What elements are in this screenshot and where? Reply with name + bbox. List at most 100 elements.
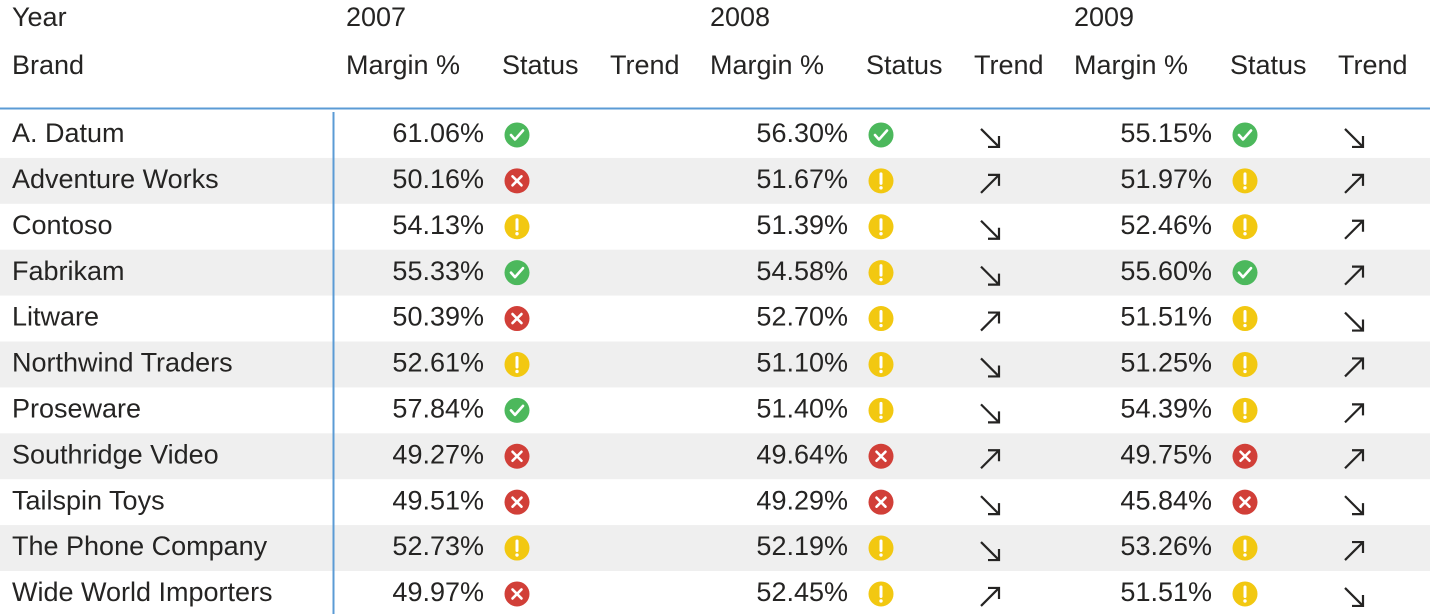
status-icon	[504, 351, 530, 377]
trend-arrow	[980, 219, 1001, 240]
margin-value: 55.60%	[1120, 256, 1212, 286]
status-icon	[868, 260, 894, 286]
status-icon	[1232, 306, 1258, 332]
margin-value: 52.46%	[1120, 210, 1212, 240]
margin-value: 51.51%	[1120, 577, 1212, 607]
row-band	[0, 341, 1430, 388]
arrow-head	[1352, 403, 1365, 416]
trend-arrow	[1344, 265, 1365, 286]
arrow-shaft	[1344, 357, 1364, 378]
trend-arrow	[1344, 449, 1365, 470]
margin-value: 51.25%	[1120, 348, 1212, 378]
row-band	[0, 157, 1430, 204]
trend-arrow	[980, 403, 1001, 424]
trend-arrow	[1344, 173, 1365, 194]
arrow-shaft	[1344, 219, 1364, 240]
arrow-shaft	[1344, 265, 1364, 286]
arrow-head	[988, 273, 1001, 286]
arrow-head	[988, 365, 1001, 378]
cross-mark	[875, 450, 887, 463]
year-header: 2007	[346, 2, 406, 32]
exclamation-dot	[879, 232, 883, 236]
status-icon	[1232, 168, 1258, 194]
check-mark	[509, 129, 525, 141]
brand-name: Northwind Traders	[12, 348, 233, 378]
status-icon	[1232, 260, 1258, 286]
column-header: Margin %	[710, 50, 824, 80]
arrow-head	[988, 311, 1001, 324]
brand-name: Litware	[12, 302, 99, 332]
arrow-head	[1352, 540, 1365, 554]
cross-mark	[875, 496, 887, 508]
arrow-shaft	[1344, 495, 1364, 515]
margin-value: 54.39%	[1120, 393, 1212, 423]
brand-name: Adventure Works	[12, 164, 219, 194]
arrow-head	[1352, 135, 1365, 149]
arrow-head	[988, 411, 1001, 424]
arrow-shaft	[1344, 174, 1364, 194]
status-icon	[1232, 214, 1258, 240]
column-header: Trend	[1338, 50, 1408, 80]
status-icon	[1232, 443, 1258, 469]
status-circle	[504, 260, 530, 286]
status-icon	[504, 122, 530, 148]
status-icon	[504, 260, 530, 286]
status-icon	[868, 306, 894, 332]
margin-value: 52.73%	[392, 531, 484, 561]
margin-value: 54.58%	[756, 256, 848, 286]
arrow-shaft	[980, 403, 1000, 424]
status-circle	[504, 397, 530, 423]
arrow-shaft	[980, 357, 1000, 378]
brand-name: A. Datum	[12, 118, 125, 148]
trend-arrow	[1344, 403, 1365, 424]
margin-value: 51.39%	[756, 210, 848, 240]
status-icon	[868, 443, 894, 469]
status-circle	[1232, 260, 1258, 286]
exclamation-dot	[515, 369, 519, 374]
margin-value: 49.51%	[392, 485, 484, 515]
trend-arrow	[1344, 540, 1365, 561]
cross-mark	[511, 175, 523, 187]
trend-arrow	[980, 541, 1001, 562]
arrow-head	[1352, 357, 1365, 370]
arrow-head	[1352, 594, 1365, 608]
status-icon	[504, 443, 530, 469]
exclamation-dot	[1243, 369, 1247, 374]
cross-mark	[1239, 450, 1251, 463]
margin-value: 50.39%	[392, 302, 484, 332]
margin-value: 49.75%	[1120, 439, 1212, 469]
exclamation-dot	[879, 599, 883, 603]
arrow-head	[1352, 173, 1365, 186]
status-icon	[868, 397, 894, 423]
status-icon	[504, 535, 530, 561]
status-icon	[504, 397, 530, 423]
exclamation-dot	[1243, 232, 1247, 236]
year-header: 2008	[710, 2, 770, 32]
brand-name: Contoso	[12, 210, 113, 240]
trend-arrow	[1344, 311, 1365, 332]
exclamation-dot	[515, 232, 519, 236]
brand-name: Southridge Video	[12, 439, 219, 469]
status-icon	[504, 489, 530, 515]
arrow-head	[988, 586, 1001, 599]
status-icon	[504, 214, 530, 240]
arrow-head	[988, 173, 1001, 186]
column-header: Margin %	[1074, 50, 1188, 80]
year-label: Year	[12, 2, 67, 32]
arrow-shaft	[980, 311, 1000, 332]
brand-name: The Phone Company	[12, 531, 268, 561]
trend-arrow	[1344, 219, 1365, 240]
row-band	[0, 525, 1430, 571]
arrow-head	[988, 549, 1001, 562]
brand-name: Fabrikam	[12, 256, 125, 286]
arrow-head	[1352, 265, 1365, 278]
brand-name: Proseware	[12, 393, 141, 423]
status-icon	[1232, 122, 1258, 148]
check-mark	[1237, 129, 1253, 141]
cross-mark	[511, 588, 523, 600]
margin-value: 51.97%	[1120, 164, 1212, 194]
trend-arrow	[1344, 587, 1365, 608]
column-header: Margin %	[346, 50, 460, 80]
exclamation-dot	[1243, 186, 1247, 190]
arrow-head	[1352, 319, 1365, 332]
